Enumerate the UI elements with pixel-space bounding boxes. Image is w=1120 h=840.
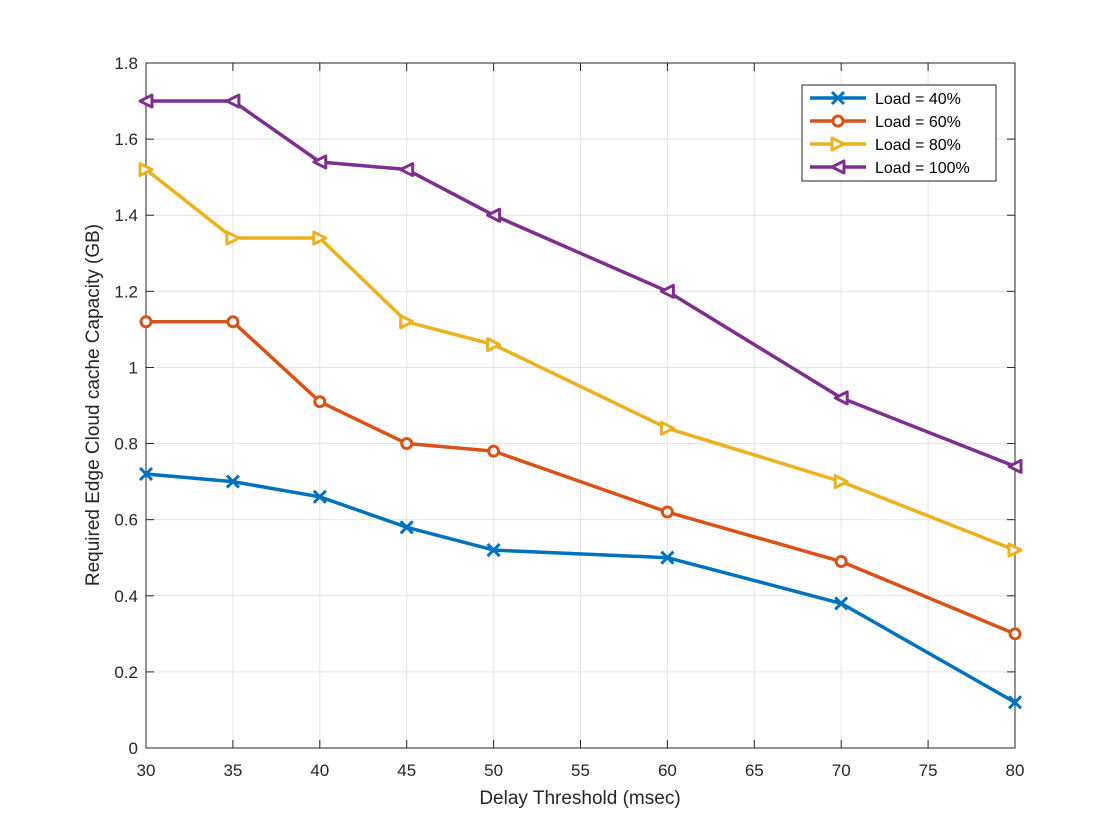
data-point [225, 93, 241, 109]
y-tick-label: 1 [129, 358, 138, 377]
series-line [144, 168, 1016, 552]
x-tick-label: 70 [832, 761, 851, 780]
legend-item: Load = 60% [810, 114, 961, 131]
legend-label: Load = 80% [875, 137, 961, 154]
data-point [313, 395, 327, 409]
legend-marker [831, 114, 845, 128]
data-point [833, 474, 849, 490]
legend-label: Load = 100% [875, 160, 970, 177]
data-point [1008, 627, 1022, 641]
data-point [659, 420, 675, 436]
data-point [225, 230, 241, 246]
y-tick-label: 0.8 [114, 435, 138, 454]
data-point [312, 489, 327, 504]
series-layer [138, 93, 1023, 710]
data-point [833, 390, 849, 406]
data-point [659, 283, 675, 299]
legend: Load = 40% Load = 60% Load = 80% Load = 100… [801, 84, 997, 182]
y-tick-label: 0.2 [114, 663, 138, 682]
legend-marker [830, 159, 846, 175]
data-point [1007, 695, 1023, 710]
data-point [1007, 458, 1023, 474]
series-line [146, 320, 1016, 636]
x-tick-label: 45 [397, 761, 416, 780]
data-point [138, 466, 154, 482]
y-tick-label: 1.6 [114, 130, 138, 149]
x-tick-label: 65 [745, 761, 764, 780]
y-tick-label: 0 [129, 739, 138, 758]
data-point [138, 93, 154, 109]
series-3 [138, 162, 1023, 558]
legend-item: Load = 40% [810, 90, 961, 108]
x-tick-label: 35 [223, 761, 242, 780]
series-4 [138, 93, 1023, 474]
legend-marker [830, 136, 846, 152]
y-tick-label: 1.2 [114, 282, 138, 301]
legend-marker [830, 90, 846, 106]
x-tick-label: 75 [919, 761, 938, 780]
x-axis-label: Delay Threshold (msec) [479, 788, 680, 809]
tick-labels: 30 35 40 45 50 55 60 65 70 75 80 0 0.2 0.4 0.6 0.8 1 1.2 1… [114, 54, 1024, 780]
data-point [139, 315, 153, 329]
x-tick-label: 30 [137, 761, 156, 780]
y-tick-label: 1.8 [114, 54, 138, 73]
data-point [834, 555, 848, 569]
series-2 [139, 315, 1022, 641]
y-tick-label: 1.4 [114, 206, 138, 225]
data-point [399, 520, 414, 535]
data-point [486, 207, 502, 223]
data-point [400, 437, 414, 451]
data-point [660, 505, 674, 519]
series-line [146, 99, 1016, 469]
legend-item: Load = 100% [810, 159, 970, 177]
data-point [399, 162, 415, 178]
data-point [225, 474, 240, 489]
data-point [312, 230, 328, 246]
legend-item: Load = 80% [810, 136, 961, 154]
axes-frame [145, 62, 1016, 749]
legend-label: Load = 40% [875, 91, 961, 108]
legend-label: Load = 60% [875, 114, 961, 131]
data-point [486, 543, 501, 558]
x-tick-label: 80 [1006, 761, 1025, 780]
y-axis-label: Required Edge Cloud cache Capacity (GB) [83, 224, 104, 586]
x-tick-label: 60 [658, 761, 677, 780]
data-point [226, 315, 240, 329]
data-point [834, 596, 849, 611]
data-point [399, 314, 415, 330]
data-point [312, 154, 328, 170]
x-tick-label: 40 [310, 761, 329, 780]
x-tick-label: 50 [484, 761, 503, 780]
data-point [487, 444, 501, 458]
y-tick-label: 0.4 [114, 587, 138, 606]
y-tick-label: 0.6 [114, 511, 138, 530]
data-point [660, 550, 675, 565]
axes-box [145, 62, 1016, 749]
data-point [1007, 542, 1023, 558]
series-1 [138, 466, 1023, 710]
x-tick-label: 55 [571, 761, 590, 780]
data-point [486, 337, 502, 353]
series-line [145, 472, 1016, 704]
data-point [138, 162, 154, 178]
